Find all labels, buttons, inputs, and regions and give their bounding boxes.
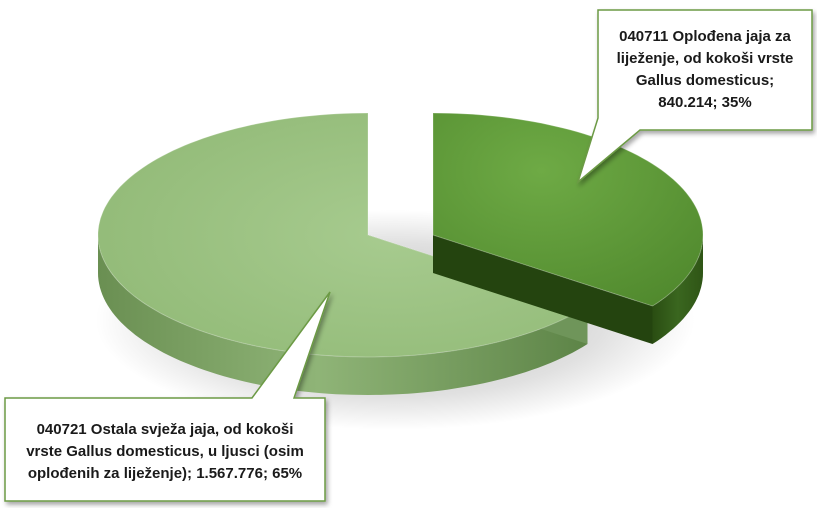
slice-1-top [432,112,704,307]
label-slice-2-box [4,291,331,502]
pie-slices [97,112,704,395]
slice-1-cut-wall [433,235,653,345]
slice-2-rim [98,235,588,395]
slice-1-rim [652,235,703,344]
label-slice-1-line-4: 840.214; 35% [658,94,751,111]
label-slice-1-box [576,9,813,185]
label-slice-2-line-2: vrste Gallus domesticus, u ljusci (osim [26,443,304,460]
label-slice-1-line-2: liježenje, od kokoši vrste [617,50,794,67]
label-slice-2-line-1: 040721 Ostala svježa jaja, od kokoši [37,421,294,438]
slice-2-top [97,112,589,358]
label-slice-2: 040721 Ostala svježa jaja, od kokoši vrst… [4,291,331,502]
label-slice-2-line-3: oplođenih za liježenje); 1.567.776; 65% [28,465,302,482]
label-slice-1-line-1: 040711 Oplođena jaja za [619,28,791,45]
slice-1 [432,112,704,345]
data-labels: 040711 Oplođena jaja za liježenje, od kok… [4,9,813,502]
label-slice-1-line-3: Gallus domesticus; [636,72,774,89]
slice-2 [97,112,589,395]
label-slice-1: 040711 Oplođena jaja za liježenje, od kok… [576,9,813,185]
